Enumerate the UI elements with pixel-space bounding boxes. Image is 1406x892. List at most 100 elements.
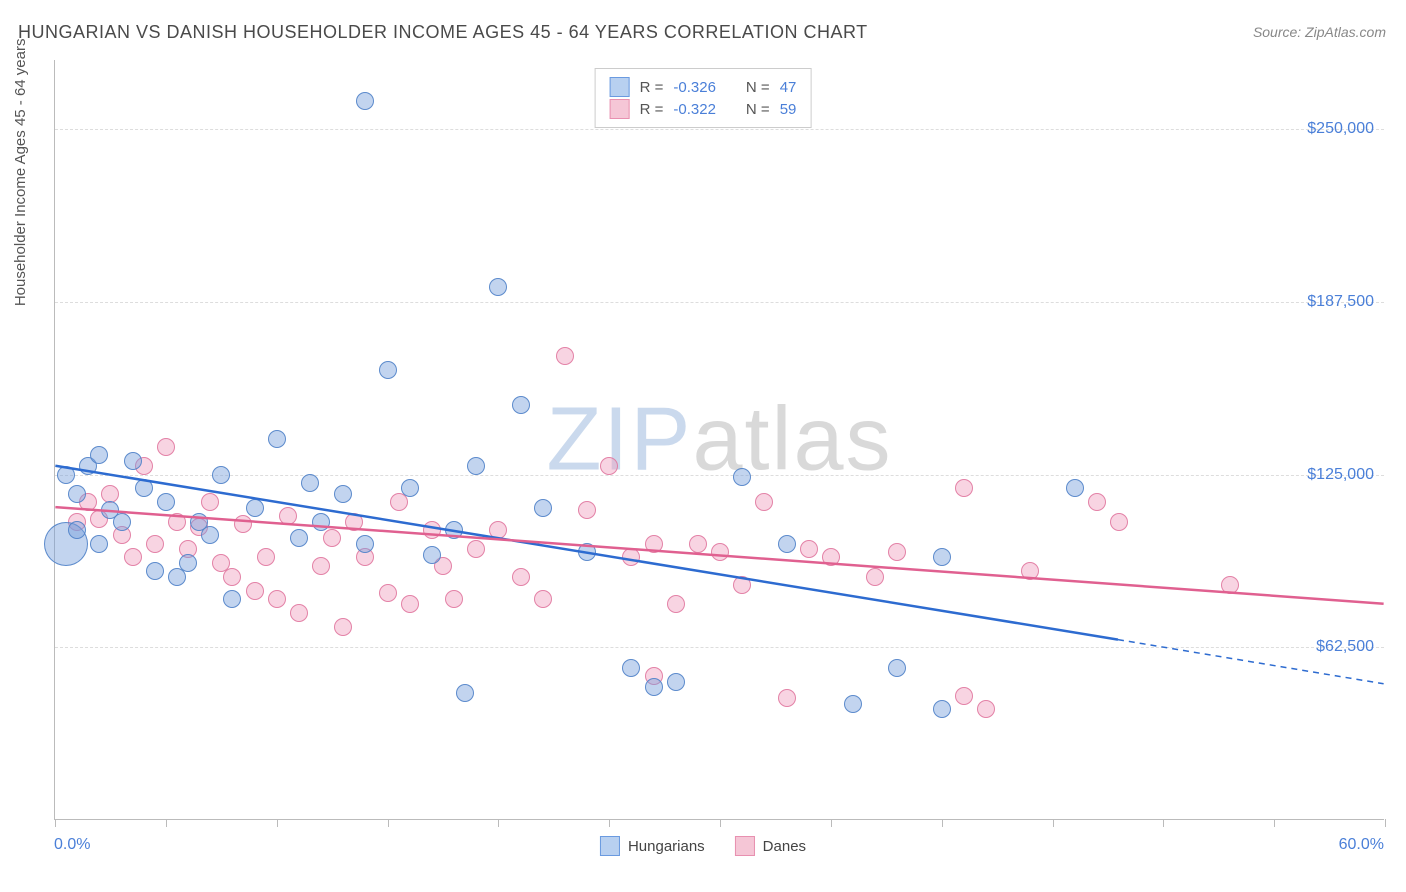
x-tick [831,819,832,827]
scatter-point-danes [711,543,729,561]
x-axis-min-label: 0.0% [54,836,90,854]
n-value: 59 [780,101,797,118]
scatter-point-hungarians [268,430,286,448]
scatter-point-danes [1110,513,1128,531]
x-tick [277,819,278,827]
scatter-point-hungarians [356,92,374,110]
scatter-point-danes [1221,576,1239,594]
x-tick [166,819,167,827]
legend-swatch [610,77,630,97]
scatter-point-hungarians [534,499,552,517]
x-tick [720,819,721,827]
scatter-point-danes [157,438,175,456]
scatter-point-danes [168,513,186,531]
scatter-point-danes [257,548,275,566]
x-tick [1053,819,1054,827]
scatter-point-hungarians [423,546,441,564]
scatter-point-hungarians [456,684,474,702]
scatter-point-danes [334,618,352,636]
source-label: Source: ZipAtlas.com [1253,24,1386,40]
n-label: N = [746,79,770,96]
scatter-point-hungarians [113,513,131,531]
gridline [55,475,1384,476]
plot-area: ZIPatlas $62,500$125,000$187,500$250,000 [54,60,1384,820]
scatter-point-danes [955,479,973,497]
scatter-point-hungarians [90,446,108,464]
y-tick-label: $250,000 [1307,120,1374,138]
legend-series-label: Danes [763,838,806,855]
x-tick [609,819,610,827]
scatter-point-hungarians [733,468,751,486]
scatter-point-hungarians [68,521,86,539]
scatter-point-danes [423,521,441,539]
scatter-point-danes [534,590,552,608]
scatter-point-hungarians [933,700,951,718]
x-tick [1274,819,1275,827]
scatter-point-hungarians [212,466,230,484]
y-tick-label: $62,500 [1316,638,1374,656]
scatter-point-hungarians [1066,479,1084,497]
scatter-point-danes [234,515,252,533]
scatter-point-hungarians [157,493,175,511]
r-value: -0.322 [673,101,716,118]
scatter-point-danes [312,557,330,575]
x-tick [498,819,499,827]
scatter-point-danes [977,700,995,718]
scatter-point-hungarians [124,452,142,470]
trend-lines-svg [55,60,1384,819]
scatter-point-danes [445,590,463,608]
y-tick-label: $125,000 [1307,466,1374,484]
scatter-point-hungarians [578,543,596,561]
legend-swatch [735,836,755,856]
scatter-point-danes [578,501,596,519]
scatter-point-danes [223,568,241,586]
r-value: -0.326 [673,79,716,96]
n-value: 47 [780,79,797,96]
scatter-point-hungarians [667,673,685,691]
y-tick-label: $187,500 [1307,293,1374,311]
scatter-point-hungarians [223,590,241,608]
legend-correlation-row: R = -0.322 N = 59 [610,99,797,119]
scatter-point-danes [645,535,663,553]
scatter-point-danes [146,535,164,553]
y-axis-label: Householder Income Ages 45 - 64 years [12,39,29,307]
scatter-point-hungarians [622,659,640,677]
scatter-point-hungarians [179,554,197,572]
x-tick [1385,819,1386,827]
legend-swatch [610,99,630,119]
scatter-point-hungarians [356,535,374,553]
scatter-point-danes [290,604,308,622]
legend-series: Hungarians Danes [600,836,806,856]
scatter-point-hungarians [379,361,397,379]
scatter-point-hungarians [57,466,75,484]
scatter-point-danes [101,485,119,503]
scatter-point-danes [379,584,397,602]
legend-series-item: Hungarians [600,836,705,856]
r-label: R = [640,79,664,96]
scatter-point-danes [778,689,796,707]
scatter-point-danes [279,507,297,525]
scatter-point-danes [323,529,341,547]
scatter-point-danes [345,513,363,531]
scatter-point-danes [689,535,707,553]
scatter-point-hungarians [334,485,352,503]
scatter-point-danes [124,548,142,566]
n-label: N = [746,101,770,118]
scatter-point-danes [268,590,286,608]
scatter-point-hungarians [68,485,86,503]
scatter-point-hungarians [401,479,419,497]
scatter-point-hungarians [445,521,463,539]
r-label: R = [640,101,664,118]
scatter-point-hungarians [301,474,319,492]
scatter-point-hungarians [467,457,485,475]
scatter-point-danes [733,576,751,594]
scatter-point-danes [955,687,973,705]
scatter-point-danes [600,457,618,475]
scatter-point-hungarians [512,396,530,414]
x-tick [55,819,56,827]
legend-series-label: Hungarians [628,838,705,855]
x-tick [942,819,943,827]
scatter-point-hungarians [290,529,308,547]
legend-correlation-row: R = -0.326 N = 47 [610,77,797,97]
scatter-point-hungarians [246,499,264,517]
